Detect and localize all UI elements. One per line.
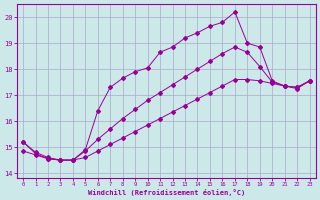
X-axis label: Windchill (Refroidissement éolien,°C): Windchill (Refroidissement éolien,°C) (88, 189, 245, 196)
